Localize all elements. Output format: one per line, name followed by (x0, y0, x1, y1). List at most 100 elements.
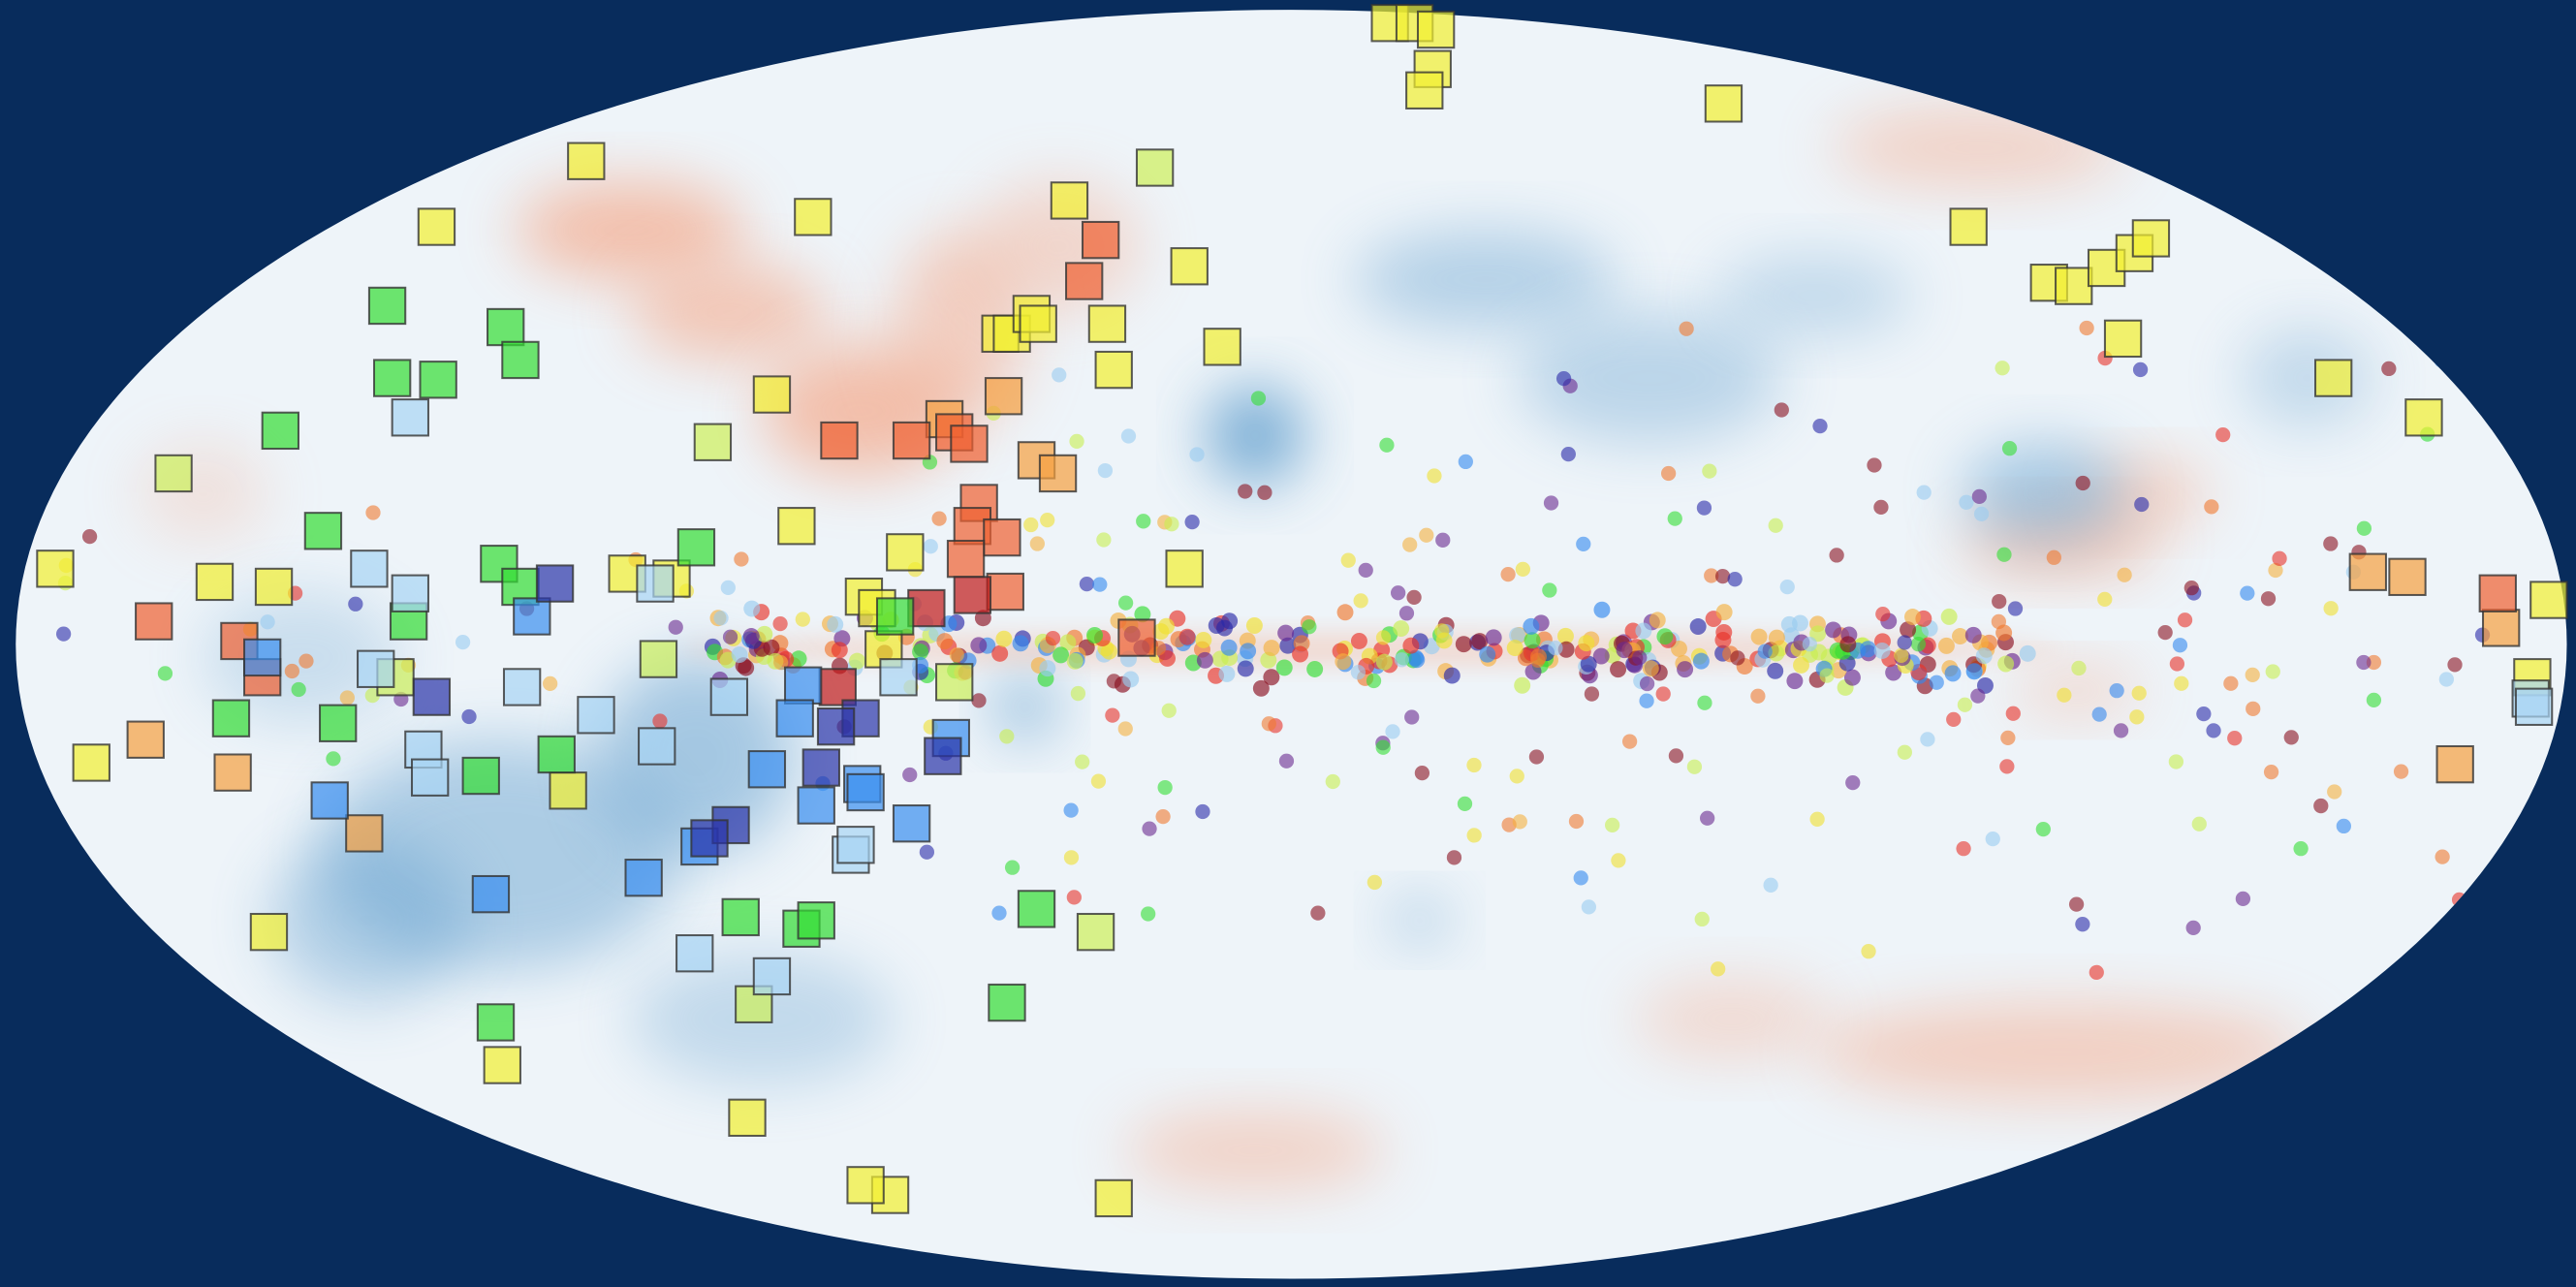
dot (2223, 675, 2239, 691)
square-marker (721, 897, 760, 937)
dot (1245, 617, 1263, 634)
dot (1839, 636, 1857, 653)
dot (1985, 832, 2000, 847)
dot (1385, 724, 1400, 739)
square-marker (675, 934, 714, 973)
dot (1727, 572, 1743, 587)
dot (1117, 721, 1133, 737)
dot (2035, 822, 2051, 837)
dot (1134, 606, 1151, 623)
dot (1668, 748, 1684, 764)
dot (1195, 631, 1212, 648)
dot (2075, 475, 2090, 491)
dot (1466, 757, 1482, 773)
square-marker (1065, 262, 1104, 300)
dot (1446, 850, 1462, 865)
dot (2157, 625, 2173, 641)
dot (1325, 773, 1340, 790)
dot (1252, 679, 1270, 697)
dot (2366, 692, 2382, 707)
dot (1639, 675, 1655, 692)
square-marker (471, 874, 511, 914)
dot (1375, 739, 1391, 755)
dot (1375, 630, 1392, 645)
dot (1406, 589, 1422, 605)
dot (1793, 656, 1809, 674)
dot (1845, 775, 1861, 791)
dot (1996, 547, 2012, 562)
dot (772, 616, 788, 632)
dot (1679, 321, 1694, 336)
square-marker (367, 286, 407, 326)
dot (2169, 656, 2185, 672)
dot (1466, 828, 1482, 843)
dot (1220, 639, 1238, 656)
dot (1944, 665, 1962, 682)
square-marker (417, 207, 456, 246)
dot (1792, 614, 1808, 632)
dot (1952, 628, 1968, 645)
square-marker (1076, 912, 1115, 952)
dot (949, 647, 964, 663)
dot (991, 905, 1007, 921)
dot (1096, 532, 1112, 548)
dot (1555, 370, 1572, 387)
square-marker (319, 704, 358, 742)
square-marker (1019, 304, 1057, 343)
square-marker (953, 576, 992, 614)
dot (1697, 695, 1712, 710)
dot (1029, 536, 1045, 551)
dot (1940, 608, 1958, 625)
dot (1692, 652, 1710, 670)
square-marker (846, 1166, 885, 1205)
dot (1916, 485, 1932, 500)
dot (2068, 896, 2085, 912)
dot (1973, 506, 1990, 521)
dot (1593, 601, 1611, 618)
dot (1336, 604, 1354, 621)
dot (1757, 644, 1773, 659)
square-marker (1081, 220, 1120, 260)
dot (298, 653, 314, 669)
dot (1012, 635, 1029, 652)
dot (1523, 617, 1540, 635)
blotch (1518, 312, 1781, 444)
dot (157, 666, 173, 681)
dot (1750, 628, 1768, 645)
dot (2356, 654, 2372, 671)
dot (326, 751, 341, 767)
dot (1434, 623, 1450, 639)
dot (1576, 536, 1591, 552)
blotch (2011, 665, 2143, 715)
dot (260, 614, 275, 630)
dot (1218, 665, 1236, 682)
dot (2191, 816, 2207, 832)
square-marker (1117, 618, 1156, 657)
square-marker (1704, 84, 1744, 123)
square-marker (2103, 319, 2143, 359)
dot (1578, 635, 1595, 652)
dot (2117, 567, 2132, 582)
dot (1885, 664, 1902, 681)
square-marker (2482, 609, 2521, 647)
dot (923, 539, 938, 554)
dot (1704, 568, 1719, 583)
dot (1900, 621, 1917, 639)
dot (2323, 601, 2339, 616)
dot (1661, 465, 1677, 482)
dot (1604, 817, 1620, 833)
dot (1391, 585, 1406, 601)
dot (1696, 500, 1712, 516)
dot (743, 600, 761, 617)
dot (742, 628, 760, 645)
dot (1393, 620, 1410, 638)
dot (81, 528, 98, 545)
dot (1178, 628, 1196, 645)
square-marker (350, 549, 389, 588)
dot (2245, 667, 2260, 683)
square-marker (549, 771, 587, 810)
square-marker (513, 597, 551, 636)
dot (1639, 693, 1654, 708)
dot (1240, 643, 1257, 660)
